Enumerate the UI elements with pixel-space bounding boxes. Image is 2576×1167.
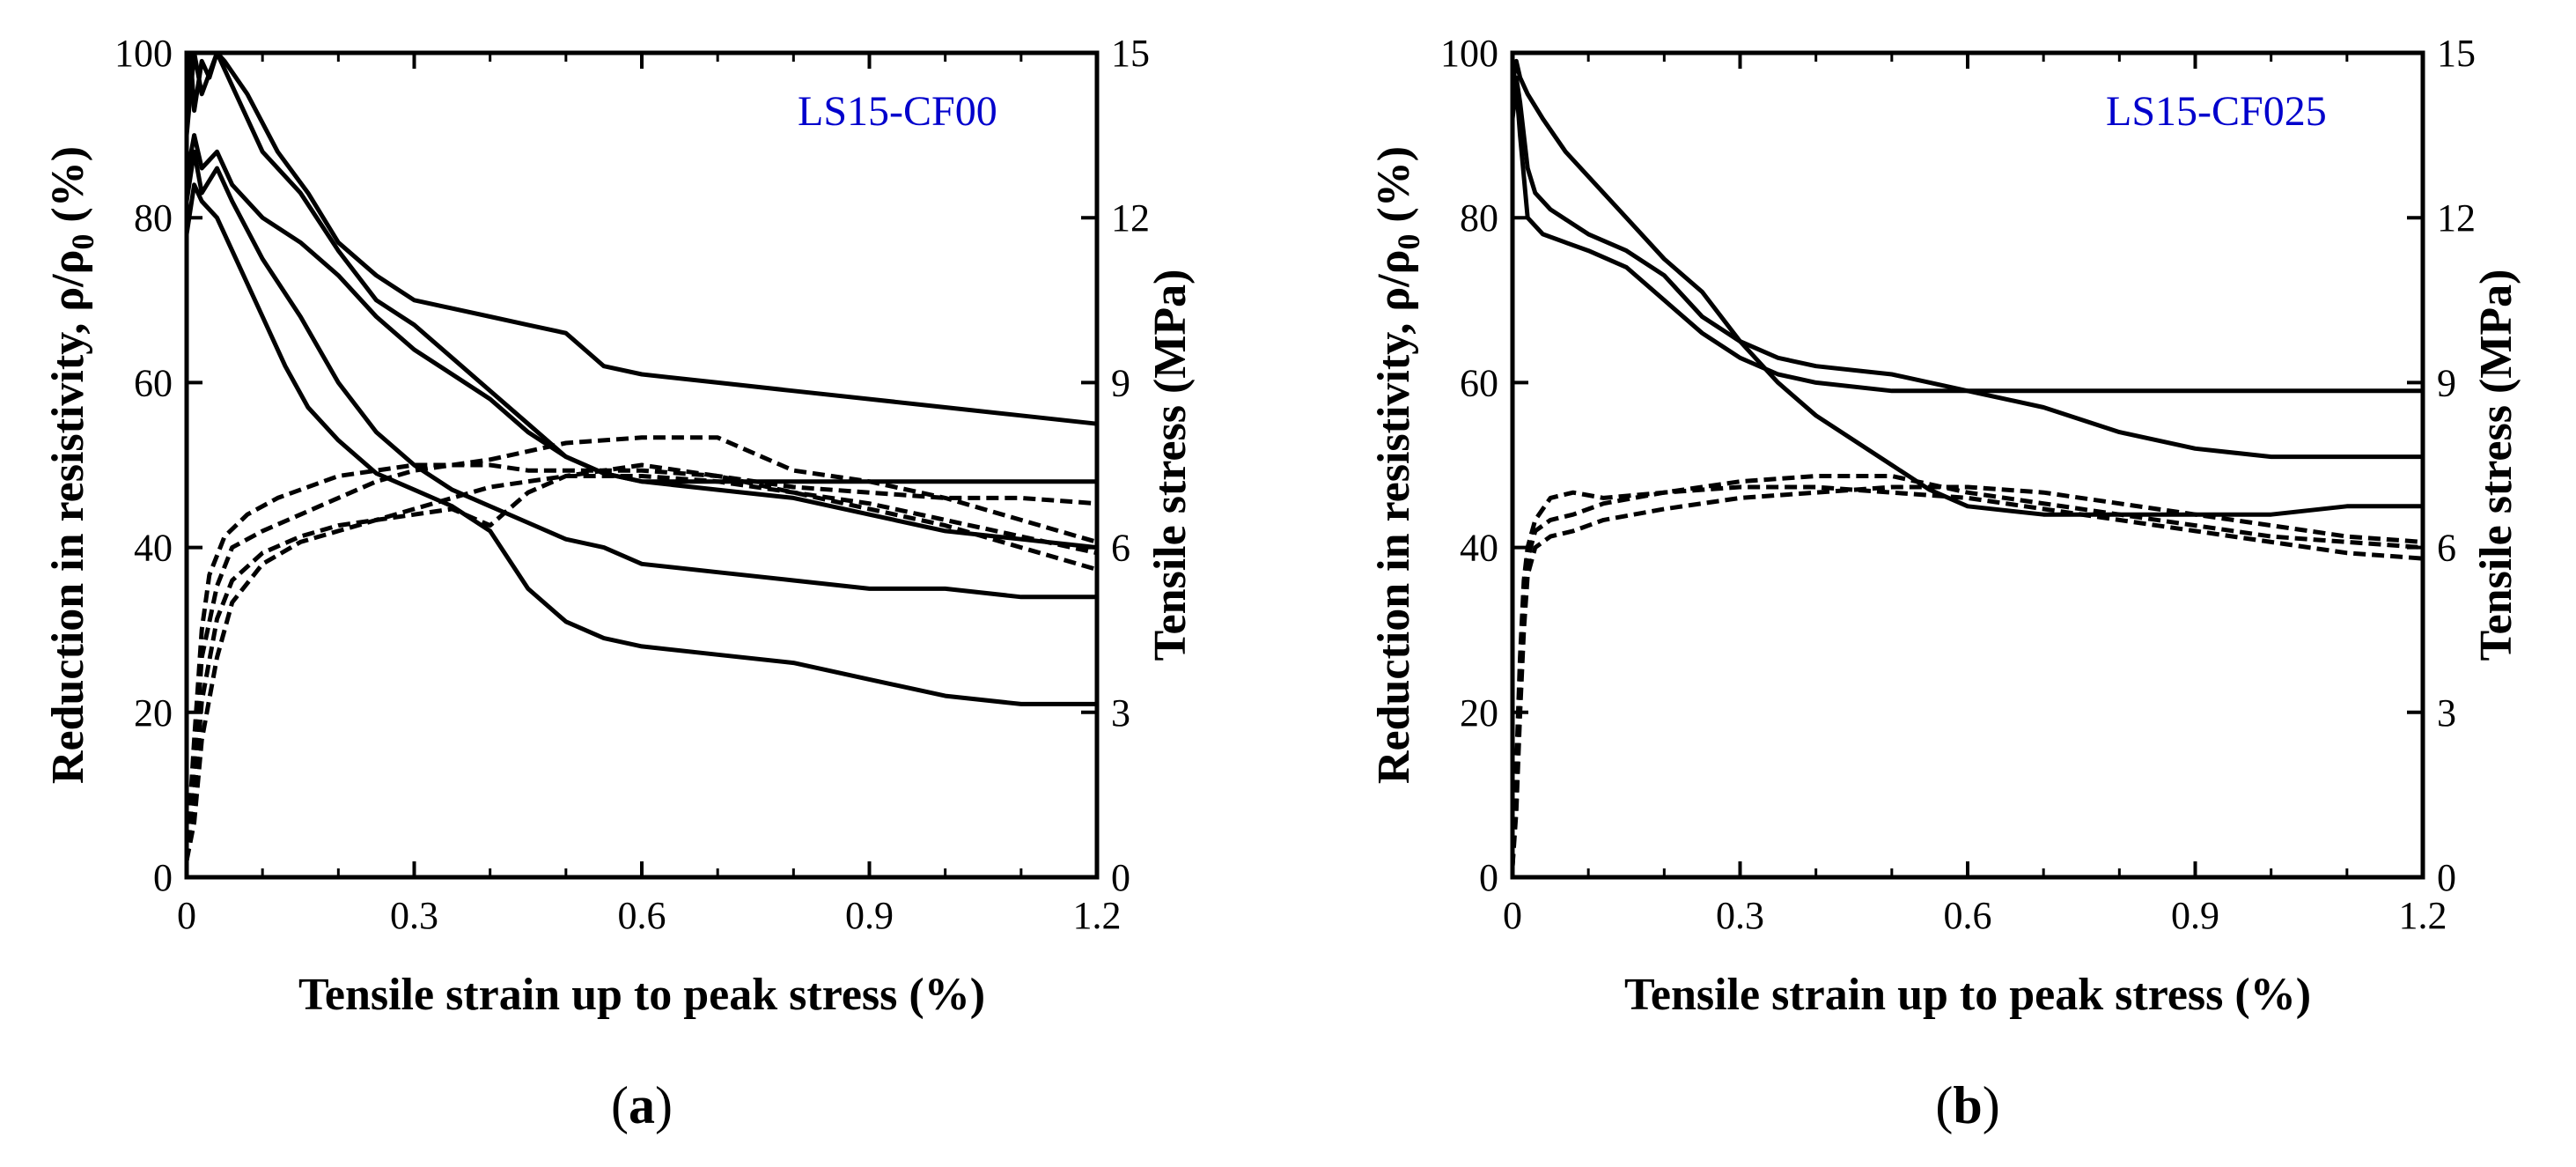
panel-caption: (b) (1935, 1076, 1999, 1134)
y-left-tick-label: 0 (1479, 856, 1498, 899)
y-left-tick-label: 100 (114, 32, 173, 75)
x-axis-title: Tensile strain up to peak stress (%) (1624, 970, 2311, 1020)
stress-curve-4 (1510, 474, 2424, 867)
y-left-tick-label: 80 (134, 196, 173, 240)
y-left-tick-label: 100 (1440, 32, 1498, 75)
panel-caption-close: ) (1983, 1076, 2000, 1134)
y-left-tick-label: 80 (1460, 196, 1498, 240)
panel-caption-close: ) (655, 1076, 673, 1134)
resistivity-curve-4 (184, 149, 1097, 600)
y-left-axis-title-unit: (%) (1369, 146, 1419, 234)
x-tick-label: 1.2 (1073, 894, 1122, 937)
y-left-axis-title-subscript: 0 (65, 234, 100, 250)
y-right-axis-title: Tensile stress (MPa) (1145, 270, 1196, 661)
resistivity-curve-5 (184, 182, 1097, 706)
resistivity-curve-2 (1510, 75, 2423, 460)
y-right-tick-label: 0 (1111, 856, 1130, 899)
y-left-axis-title: Reduction in resistivity, ρ/ρ0 (%) (1369, 146, 1426, 784)
y-right-tick-label: 9 (1111, 361, 1130, 404)
plot-frame (1510, 50, 2425, 880)
stress-curve-5 (1510, 484, 2424, 867)
x-tick-label: 0.6 (1944, 894, 1992, 937)
y-left-tick-label: 0 (153, 856, 173, 899)
y-right-axis-title: Tensile stress (MPa) (2471, 270, 2521, 661)
y-left-axis-title-unit: (%) (43, 146, 93, 234)
y-left-axis-title: Reduction in resistivity, ρ/ρ0 (%) (43, 146, 100, 784)
stress-curve-6 (1510, 484, 2424, 867)
x-tick-label: 0.9 (2171, 894, 2219, 937)
resistivity-curve-3 (1510, 83, 2423, 394)
panel-b: 0 0.3 0.6 0.9 1.202040608010003691215Tensile… (1369, 32, 2521, 1134)
x-axis-title: Tensile strain up to peak stress (%) (298, 970, 985, 1020)
x-tick-label: 0 (177, 894, 196, 937)
y-right-tick-label: 12 (2437, 196, 2476, 240)
stress-curve-6 (184, 462, 1098, 861)
panel-caption: (a) (611, 1076, 673, 1134)
resistivity-curve-1 (1510, 58, 2423, 517)
y-right-tick-label: 0 (2437, 856, 2456, 899)
resistivity-curve-3 (184, 133, 1098, 550)
x-tick-label: 0.9 (845, 894, 894, 937)
y-left-tick-label: 20 (134, 691, 173, 735)
y-left-tick-label: 60 (1460, 361, 1498, 404)
y-right-tick-label: 15 (1111, 32, 1150, 75)
y-left-axis-title-main: Reduction in resistivity, ρ/ρ (1369, 250, 1419, 785)
panel-caption-letter: b (1953, 1076, 1982, 1134)
y-left-tick-label: 40 (1460, 527, 1498, 570)
panel-annotation: LS15-CF025 (2106, 88, 2327, 135)
stress-curve-9 (184, 474, 1098, 861)
y-right-tick-label: 3 (2437, 691, 2456, 735)
y-right-tick-label: 3 (1111, 691, 1130, 735)
x-tick-label: 0.3 (390, 894, 438, 937)
y-left-tick-label: 20 (1460, 691, 1498, 735)
stress-curve-8 (184, 462, 1098, 861)
y-right-tick-label: 12 (1111, 196, 1150, 240)
panel-caption-open: ( (611, 1076, 629, 1134)
x-tick-label: 0.3 (1716, 894, 1764, 937)
y-left-tick-label: 60 (134, 361, 173, 404)
x-tick-label: 0 (1503, 894, 1522, 937)
x-tick-label: 1.2 (2399, 894, 2447, 937)
stress-curve-7 (184, 435, 1098, 861)
x-tick-label: 0.6 (618, 894, 666, 937)
y-right-tick-label: 6 (2437, 527, 2456, 570)
y-right-tick-label: 15 (2437, 32, 2476, 75)
y-right-tick-label: 9 (2437, 361, 2456, 404)
y-right-tick-label: 6 (1111, 527, 1130, 570)
resistivity-curve-2 (184, 50, 1097, 484)
y-left-axis-title-main: Reduction in resistivity, ρ/ρ (43, 250, 93, 785)
panel-caption-open: ( (1935, 1076, 1953, 1134)
panel-annotation: LS15-CF00 (798, 88, 997, 135)
panel-caption-letter: a (629, 1076, 655, 1134)
y-left-tick-label: 40 (134, 527, 173, 570)
panel-a: 0 0.3 0.6 0.9 1.202040608010003691215Tensile… (43, 32, 1196, 1134)
y-left-axis-title-subscript: 0 (1391, 234, 1426, 250)
